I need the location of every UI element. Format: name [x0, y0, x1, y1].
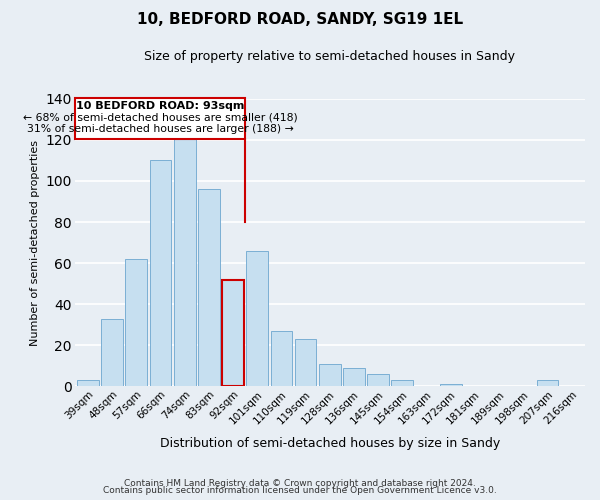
X-axis label: Distribution of semi-detached houses by size in Sandy: Distribution of semi-detached houses by … [160, 437, 500, 450]
Text: Contains public sector information licensed under the Open Government Licence v3: Contains public sector information licen… [103, 486, 497, 495]
Title: Size of property relative to semi-detached houses in Sandy: Size of property relative to semi-detach… [144, 50, 515, 63]
Bar [247, 251, 268, 386]
Bar [77, 380, 99, 386]
Text: ← 68% of semi-detached houses are smaller (418): ← 68% of semi-detached houses are smalle… [23, 112, 298, 122]
Bar [101, 318, 123, 386]
Bar [440, 384, 461, 386]
FancyBboxPatch shape [76, 98, 245, 139]
Bar [319, 364, 341, 386]
Text: 10 BEDFORD ROAD: 93sqm: 10 BEDFORD ROAD: 93sqm [76, 101, 244, 111]
Bar [295, 339, 316, 386]
Text: Contains HM Land Registry data © Crown copyright and database right 2024.: Contains HM Land Registry data © Crown c… [124, 478, 476, 488]
Bar [367, 374, 389, 386]
Y-axis label: Number of semi-detached properties: Number of semi-detached properties [30, 140, 40, 346]
Bar [125, 259, 147, 386]
Text: 10, BEDFORD ROAD, SANDY, SG19 1EL: 10, BEDFORD ROAD, SANDY, SG19 1EL [137, 12, 463, 28]
Bar [391, 380, 413, 386]
Bar [149, 160, 172, 386]
Bar [174, 114, 196, 386]
Bar [271, 331, 292, 386]
Bar [198, 189, 220, 386]
Bar [343, 368, 365, 386]
Text: 31% of semi-detached houses are larger (188) →: 31% of semi-detached houses are larger (… [26, 124, 293, 134]
Bar [222, 280, 244, 386]
Bar [536, 380, 559, 386]
